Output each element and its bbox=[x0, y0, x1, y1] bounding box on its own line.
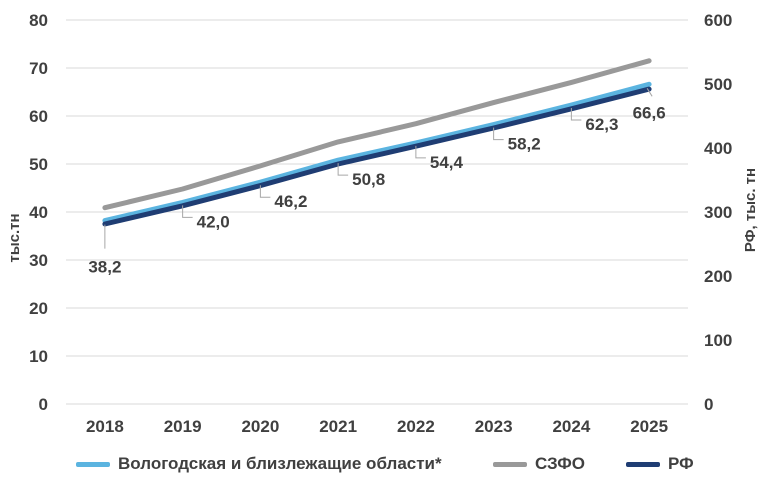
right-tick-0: 0 bbox=[704, 395, 713, 414]
left-tick-30: 30 bbox=[29, 251, 48, 270]
left-axis-title: тыс.тн bbox=[6, 213, 23, 262]
legend: Вологодская и близлежащие области* СЗФО … bbox=[0, 449, 768, 479]
legend-swatch-rf bbox=[626, 462, 660, 467]
right-tick-400: 400 bbox=[704, 139, 732, 158]
x-tick-2020: 2020 bbox=[241, 417, 279, 436]
x-tick-2023: 2023 bbox=[475, 417, 513, 436]
leader-line-2022 bbox=[415, 145, 426, 159]
x-tick-2022: 2022 bbox=[397, 417, 435, 436]
right-axis-ticks: 0 100 200 300 400 500 600 bbox=[704, 11, 732, 414]
left-tick-10: 10 bbox=[29, 347, 48, 366]
leader-line-2025 bbox=[646, 88, 653, 97]
data-label-2018: 38,2 bbox=[88, 258, 121, 277]
leader-line-2020 bbox=[259, 185, 271, 198]
series-line-vologda bbox=[102, 81, 652, 224]
right-tick-500: 500 bbox=[704, 75, 732, 94]
series-line-rf bbox=[102, 86, 652, 227]
series-lines bbox=[102, 58, 652, 227]
legend-swatch-szfo bbox=[493, 462, 527, 467]
right-tick-300: 300 bbox=[704, 203, 732, 222]
x-tick-2025: 2025 bbox=[630, 417, 668, 436]
legend-label-vologda: Вологодская и близлежащие области* bbox=[118, 454, 442, 473]
data-label-2023: 58,2 bbox=[508, 135, 541, 154]
x-tick-2024: 2024 bbox=[552, 417, 590, 436]
leader-line-2021 bbox=[337, 163, 349, 176]
left-tick-50: 50 bbox=[29, 155, 48, 174]
legend-label-rf: РФ bbox=[668, 454, 694, 473]
data-label-2022: 54,4 bbox=[430, 153, 464, 172]
right-tick-200: 200 bbox=[704, 267, 732, 286]
legend-swatch-vologda bbox=[76, 462, 110, 467]
left-tick-80: 80 bbox=[29, 11, 48, 30]
legend-label-szfo: СЗФО bbox=[535, 454, 586, 473]
data-label-2021: 50,8 bbox=[352, 170, 385, 189]
leader-line-2019 bbox=[182, 205, 193, 218]
leader-line-2024 bbox=[570, 107, 582, 121]
data-label-2025: 66,6 bbox=[633, 103, 666, 122]
x-tick-2021: 2021 bbox=[319, 417, 357, 436]
right-tick-600: 600 bbox=[704, 11, 732, 30]
right-tick-100: 100 bbox=[704, 331, 732, 350]
x-tick-2018: 2018 bbox=[86, 417, 124, 436]
gridlines bbox=[66, 19, 688, 405]
left-tick-70: 70 bbox=[29, 59, 48, 78]
right-axis-title: РФ, тыс. тн bbox=[742, 168, 759, 252]
leader-line-2023 bbox=[493, 127, 504, 141]
left-tick-20: 20 bbox=[29, 299, 48, 318]
data-label-2020: 46,2 bbox=[274, 192, 307, 211]
left-tick-40: 40 bbox=[29, 203, 48, 222]
data-label-2024: 62,3 bbox=[585, 115, 618, 134]
left-tick-0: 0 bbox=[39, 395, 48, 414]
data-label-2019: 42,0 bbox=[197, 212, 230, 231]
left-axis-ticks: 0 10 20 30 40 50 60 70 80 bbox=[29, 11, 48, 414]
left-tick-60: 60 bbox=[29, 107, 48, 126]
series-line-szfo bbox=[102, 58, 652, 211]
x-axis-ticks: 2018 2019 2020 2021 2022 2023 2024 2025 bbox=[86, 417, 668, 436]
data-labels: 38,2 42,0 46,2 50,8 54,4 58,2 62,3 66,6 bbox=[88, 103, 665, 276]
x-tick-2019: 2019 bbox=[164, 417, 202, 436]
label-leader-lines bbox=[104, 88, 653, 249]
